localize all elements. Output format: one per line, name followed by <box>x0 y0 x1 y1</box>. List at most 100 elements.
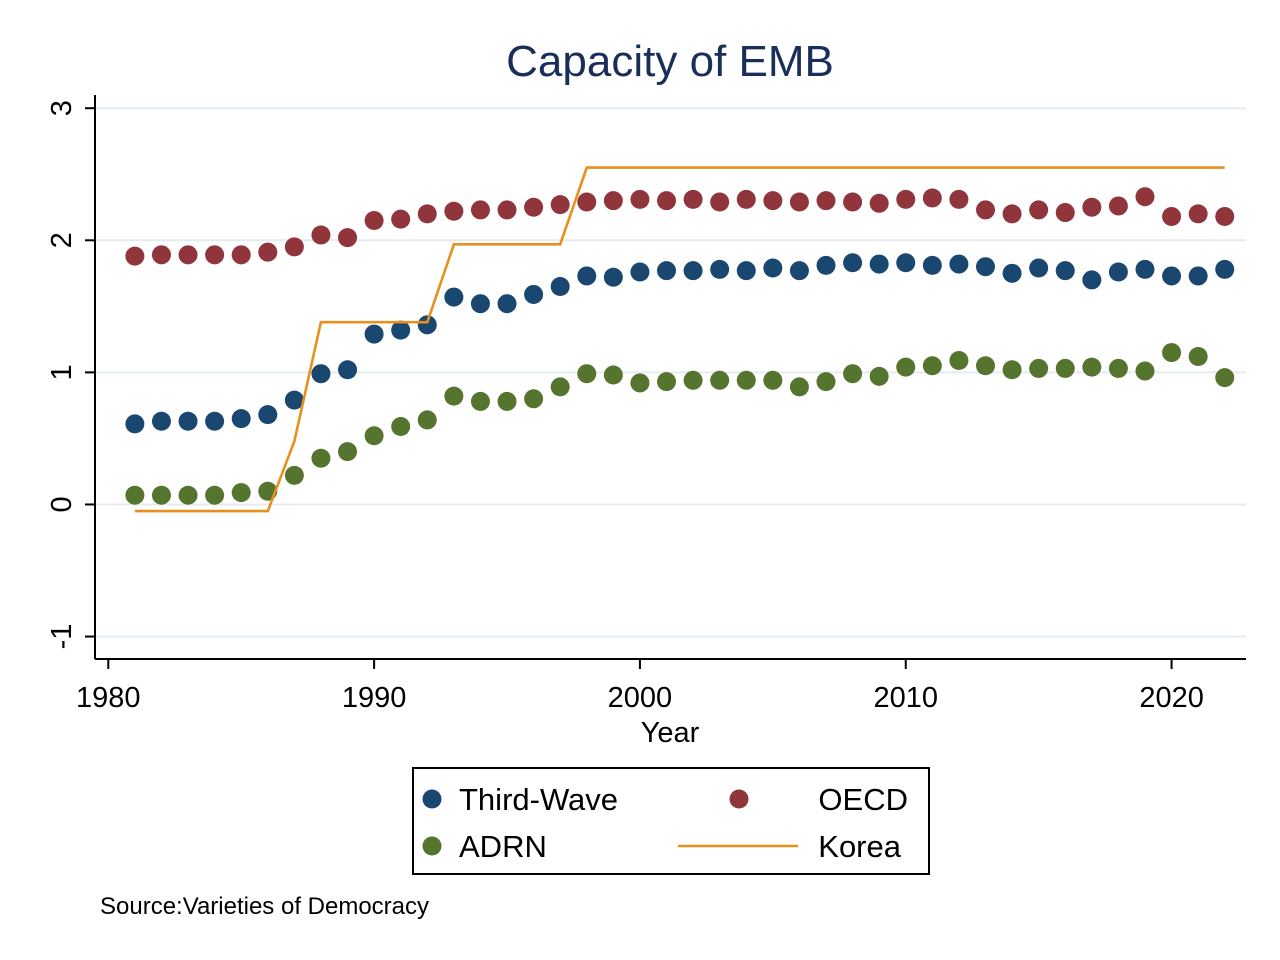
data-point-oecd <box>550 195 570 215</box>
legend-label-korea: Korea <box>818 829 901 864</box>
legend-label-oecd: OECD <box>818 782 908 817</box>
legend-marker-oecd <box>729 789 749 809</box>
plot-series <box>125 166 1235 513</box>
data-point-oecd <box>1135 187 1155 207</box>
data-point-adrn <box>736 370 756 390</box>
data-point-adrn <box>816 372 836 392</box>
data-point-third-wave <box>736 261 756 281</box>
data-point-third-wave <box>763 258 783 278</box>
legend-items: Third-Wave OECD ADRN Korea <box>422 782 908 864</box>
data-point-adrn <box>789 377 809 397</box>
data-point-third-wave <box>444 287 464 307</box>
data-point-oecd <box>763 191 783 211</box>
data-point-oecd <box>258 242 278 262</box>
data-point-adrn <box>630 373 650 393</box>
data-point-oecd <box>1162 207 1182 227</box>
data-point-oecd <box>391 209 411 229</box>
data-point-adrn <box>1188 347 1208 367</box>
data-point-adrn <box>683 370 703 390</box>
data-point-adrn <box>949 350 969 370</box>
data-point-adrn <box>338 442 358 462</box>
legend: Third-Wave OECD ADRN Korea <box>412 767 930 875</box>
data-point-third-wave <box>417 315 437 335</box>
data-point-third-wave <box>231 409 251 429</box>
data-point-oecd <box>869 193 889 213</box>
data-point-third-wave <box>497 294 517 314</box>
data-point-third-wave <box>896 253 916 273</box>
data-point-oecd <box>1082 197 1102 217</box>
data-point-third-wave <box>949 254 969 274</box>
data-point-oecd <box>1002 204 1022 224</box>
data-point-third-wave <box>178 411 198 431</box>
legend-marker-adrn <box>422 836 442 856</box>
data-point-oecd <box>497 200 517 220</box>
data-point-third-wave <box>630 262 650 282</box>
series-oecd <box>125 187 1235 266</box>
data-point-adrn <box>151 485 171 505</box>
data-point-third-wave <box>338 360 358 380</box>
series-line-korea <box>134 166 1225 513</box>
data-point-third-wave <box>975 257 995 277</box>
data-point-adrn <box>178 485 198 505</box>
legend-marker-third-wave <box>422 789 442 809</box>
data-point-oecd <box>284 237 304 257</box>
data-point-adrn <box>444 386 464 406</box>
data-point-third-wave <box>1188 266 1208 286</box>
data-point-oecd <box>949 189 969 209</box>
data-point-third-wave <box>789 261 809 281</box>
data-point-oecd <box>710 192 730 212</box>
data-point-adrn <box>922 356 942 376</box>
data-point-oecd <box>311 225 331 245</box>
data-point-third-wave <box>550 277 570 297</box>
data-point-third-wave <box>1108 262 1128 282</box>
data-point-oecd <box>922 188 942 208</box>
data-point-oecd <box>444 201 464 221</box>
data-point-oecd <box>736 189 756 209</box>
data-point-adrn <box>550 377 570 397</box>
data-point-third-wave <box>1215 259 1235 279</box>
data-point-oecd <box>364 210 384 230</box>
data-point-adrn <box>1029 358 1049 378</box>
data-point-adrn <box>1055 358 1075 378</box>
legend-label-adrn: ADRN <box>459 829 547 864</box>
data-point-oecd <box>816 191 836 211</box>
data-point-third-wave <box>205 411 225 431</box>
data-point-third-wave <box>391 320 411 340</box>
x-axis-title: Year <box>641 717 700 749</box>
data-point-adrn <box>1215 368 1235 388</box>
data-point-oecd <box>577 192 597 212</box>
data-point-oecd <box>1055 203 1075 223</box>
series-third-wave <box>125 253 1235 434</box>
data-point-adrn <box>896 357 916 377</box>
data-point-oecd <box>1215 207 1235 227</box>
data-point-oecd <box>843 192 863 212</box>
data-point-adrn <box>125 485 145 505</box>
data-point-third-wave <box>284 390 304 410</box>
data-point-adrn <box>763 370 783 390</box>
data-point-third-wave <box>364 324 384 344</box>
data-point-oecd <box>125 246 145 266</box>
data-point-adrn <box>417 410 437 430</box>
data-point-oecd <box>603 191 623 211</box>
data-point-adrn <box>657 372 677 392</box>
x-tick-label: 2010 <box>873 682 938 714</box>
data-point-third-wave <box>577 266 597 286</box>
data-point-oecd <box>1108 196 1128 216</box>
data-point-third-wave <box>1029 258 1049 278</box>
series-korea <box>134 166 1225 513</box>
data-point-third-wave <box>1135 259 1155 279</box>
data-point-oecd <box>178 245 198 265</box>
data-point-third-wave <box>470 294 490 314</box>
data-point-third-wave <box>151 411 171 431</box>
data-point-third-wave <box>258 405 278 425</box>
chart-title: Capacity of EMB <box>506 37 834 86</box>
data-point-adrn <box>284 465 304 485</box>
source-note: Source:Varieties of Democracy <box>100 893 429 920</box>
legend-label-third-wave: Third-Wave <box>459 782 618 817</box>
data-point-oecd <box>205 245 225 265</box>
data-point-adrn <box>710 370 730 390</box>
data-point-adrn <box>205 485 225 505</box>
data-point-oecd <box>1188 204 1208 224</box>
data-point-third-wave <box>1055 261 1075 281</box>
